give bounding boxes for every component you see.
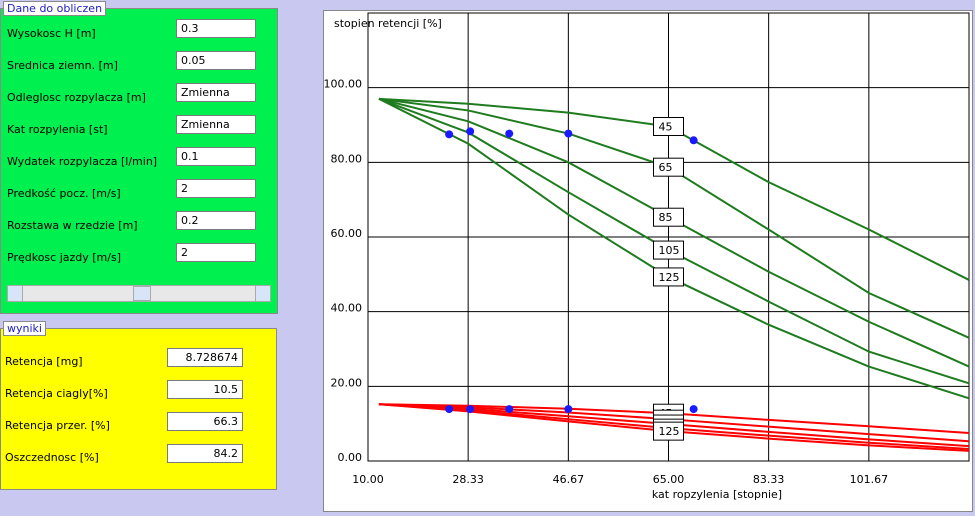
curve-label: 105 [659, 244, 680, 257]
y-tick-label: 100.00 [324, 78, 362, 91]
x-tick-label: 10.00 [352, 473, 384, 486]
field-label: Rozstawa w rzedzie [m] [7, 219, 138, 232]
x-tick-label: 83.33 [753, 473, 785, 486]
input-panel: Dane do obliczen Wysokosc H [m] 0.3 Sredni… [0, 1, 278, 314]
curve-label-box [653, 240, 684, 260]
result-value: 66.3 [167, 412, 243, 431]
field-input[interactable]: 0.2 [176, 211, 256, 230]
y-tick-label: 0.00 [338, 451, 363, 464]
curve-label: 85 [659, 211, 673, 224]
chart: stopien retencji [%] kat ropzylenia [sto… [324, 12, 970, 501]
field-input[interactable]: 2 [176, 179, 256, 198]
curve-label-box [653, 157, 684, 177]
curve-label: 45 [659, 120, 673, 133]
scroll-right[interactable] [255, 286, 270, 301]
scroll-thumb[interactable] [133, 286, 151, 301]
scrollbar[interactable] [7, 285, 271, 302]
marker [689, 405, 698, 414]
result-value: 10.5 [167, 380, 243, 399]
marker [689, 136, 698, 145]
field-input[interactable]: 2 [176, 243, 256, 262]
marker [564, 405, 573, 414]
field-input[interactable]: 0.05 [176, 51, 256, 70]
marker [445, 405, 454, 414]
marker [445, 130, 454, 139]
field-label: Odleglosc rozpylacza [m] [7, 91, 146, 104]
field-label: Srednica ziemn. [m] [7, 59, 118, 72]
result-value: 8.728674 [167, 348, 243, 367]
result-label: Retencja ciagly[%] [5, 387, 108, 400]
marker [466, 127, 475, 136]
x-tick-label: 101.67 [850, 473, 889, 486]
x-tick-label: 28.33 [452, 473, 484, 486]
curve-label: 125 [659, 271, 680, 284]
marker [466, 405, 475, 414]
field-input[interactable]: Zmienna [176, 83, 256, 102]
result-label: Retencja [mg] [5, 355, 83, 368]
result-label: Oszczednosc [%] [5, 451, 99, 464]
result-value: 84.2 [167, 444, 243, 463]
curve-label: 65 [659, 161, 673, 174]
x-tick-label: 65.00 [653, 473, 685, 486]
field-label: Wysokosc H [m] [7, 27, 96, 40]
y-tick-label: 80.00 [331, 152, 363, 165]
marker [505, 129, 514, 138]
result-label: Retencja przer. [%] [5, 419, 110, 432]
curve-label-box [653, 421, 684, 441]
curve-label-box [653, 267, 684, 287]
y-tick-label: 40.00 [331, 302, 363, 315]
field-input[interactable]: 0.1 [176, 147, 256, 166]
x-axis-title: kat ropzylenia [stopnie] [652, 488, 782, 501]
marker [505, 405, 514, 414]
panel-title: wyniki [3, 321, 46, 336]
scroll-left[interactable] [8, 286, 23, 301]
y-axis-title: stopien retencji [%] [334, 17, 442, 30]
results-panel: wyniki Retencja [mg] 8.728674 Retencja cia… [0, 321, 277, 490]
field-input[interactable]: Zmienna [176, 115, 256, 134]
curve-label-box [653, 207, 684, 227]
y-tick-label: 20.00 [331, 376, 363, 389]
curve [378, 97, 970, 368]
field-label: Predkość pocz. [m/s] [7, 187, 121, 200]
curve-label-box [653, 116, 684, 136]
chart-frame: stopien retencji [%] kat ropzylenia [sto… [323, 10, 973, 512]
x-tick-label: 46.67 [553, 473, 585, 486]
curve-label: 125 [659, 425, 680, 438]
field-label: Prędkosc jazdy [m/s] [7, 251, 121, 264]
y-tick-label: 60.00 [331, 227, 363, 240]
field-label: Kat rozpylenia [st] [7, 123, 108, 136]
panel-title: Dane do obliczen [3, 1, 107, 16]
field-label: Wydatek rozpylacza [l/min] [7, 155, 158, 168]
field-input[interactable]: 0.3 [176, 19, 256, 38]
marker [564, 129, 573, 138]
